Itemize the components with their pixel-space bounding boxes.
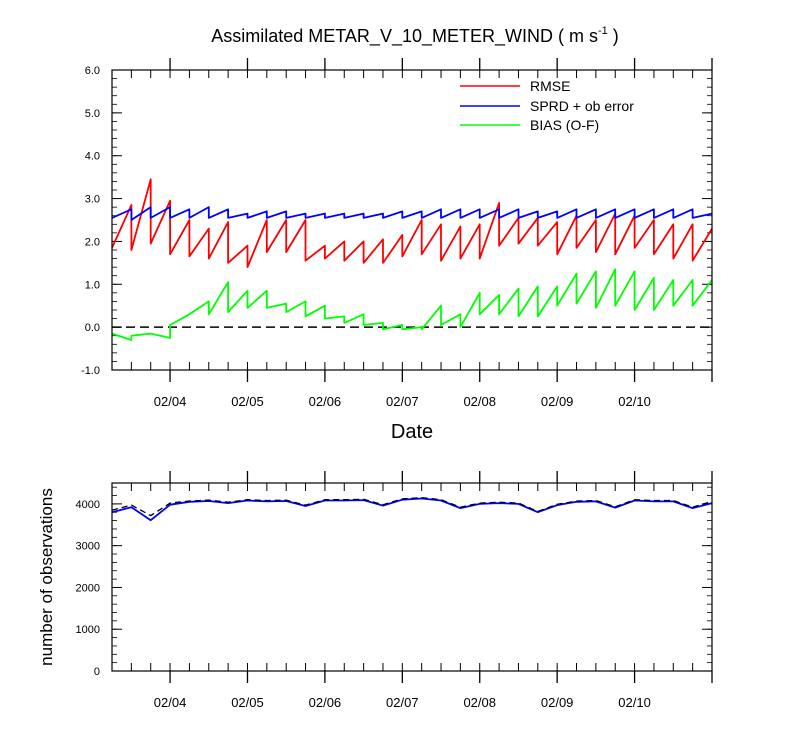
bottom-panel: 0 1000 2000 3000 4000 02/04 02/05 02/06 02/07 02/… [76,471,713,710]
x-tick-label: 02/04 [154,695,187,710]
y-tick-label: 2.0 [85,236,100,248]
legend: RMSE SPRD + ob error BIAS (O-F) [460,78,634,133]
bottom-axes: 0 1000 2000 3000 4000 02/04 02/05 02/06 02/07 02/… [76,471,713,710]
x-tick-label: 02/07 [386,394,419,409]
x-tick-label: 02/04 [154,394,187,409]
x-tick-label: 02/06 [309,695,342,710]
y-tick-label: 0 [94,666,100,678]
x-tick-label: 02/08 [463,394,496,409]
y-tick-label: 0.0 [85,322,100,334]
y-tick-label: 1.0 [85,279,100,291]
top-axes: -1.0 0.0 1.0 2.0 3.0 4.0 5.0 6.0 02/04 02/05 02/06… [81,58,713,409]
series-line-rmse [111,178,713,269]
y-tick-label: -1.0 [81,365,100,377]
bottom-series-group [111,496,713,522]
x-tick-label: 02/08 [463,695,496,710]
series-line-sprd-ob-error [111,206,713,221]
y-tick-label: 1000 [76,624,100,636]
y-tick-label: 3000 [76,541,100,553]
y-tick-label: 2000 [76,582,100,594]
x-tick-label: 02/10 [618,695,651,710]
y-axis-label-bottom: number of observations [37,488,56,666]
series-line-possible-observations [111,496,713,517]
top-plot-frame [111,69,713,371]
top-series-group [111,178,713,341]
x-tick-label: 02/09 [541,695,574,710]
x-axis-label: Date [391,421,433,443]
series-line-assimilated-observations [111,497,713,522]
chart-title-main: Assimilated METAR_V_10_METER_WIND ( m s [211,26,598,47]
x-tick-label: 02/07 [386,695,419,710]
x-tick-label: 02/06 [309,394,342,409]
x-tick-label: 02/09 [541,394,574,409]
y-tick-label: 3.0 [85,194,100,206]
legend-label-bias: BIAS (O-F) [530,117,599,133]
x-tick-label: 02/05 [231,394,264,409]
top-panel: -1.0 0.0 1.0 2.0 3.0 4.0 5.0 6.0 02/04 02/05 02/06… [81,58,713,409]
legend-label-sprd: SPRD + ob error [530,98,634,114]
y-tick-label: 5.0 [85,108,100,120]
x-tick-label: 02/05 [231,695,264,710]
y-tick-label: 6.0 [85,65,100,77]
chart-title-end: ) [608,26,619,46]
legend-label-rmse: RMSE [530,78,570,94]
chart-title-sup: -1 [598,25,608,37]
x-tick-label: 02/10 [618,394,651,409]
series-line-bias-o-f [111,268,713,341]
chart-title: Assimilated METAR_V_10_METER_WIND ( m s-… [211,25,619,47]
y-tick-label: 4.0 [85,151,100,163]
bottom-plot-frame [111,482,713,672]
y-tick-label: 4000 [76,499,100,511]
